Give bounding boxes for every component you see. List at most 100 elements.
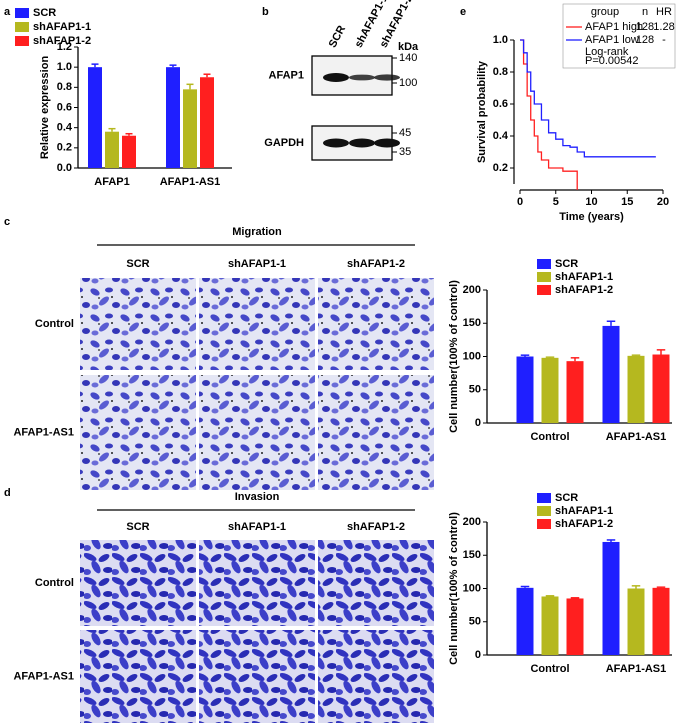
bar	[541, 357, 559, 423]
y-tick-label: 150	[463, 317, 481, 329]
legend-label: shAFAP1-1	[33, 21, 91, 33]
bar	[566, 598, 584, 655]
band	[374, 138, 400, 148]
bar	[105, 131, 119, 168]
section-title: Invasion	[235, 491, 280, 503]
band	[374, 74, 400, 81]
y-tick-label: 1.2	[57, 41, 72, 53]
y-tick-label: 0.6	[493, 98, 508, 110]
x-tick-label: 20	[657, 196, 669, 208]
plot-area	[520, 39, 656, 190]
legend-label: SCR	[33, 7, 56, 19]
panel-label: d	[4, 487, 11, 499]
bar	[166, 67, 180, 168]
micrograph	[80, 540, 196, 626]
x-tick-label: 10	[585, 196, 597, 208]
bar	[541, 596, 559, 655]
y-tick-label: 0.4	[493, 130, 509, 142]
micrograph	[80, 630, 196, 723]
legend-header: group	[591, 6, 619, 18]
column-label: shAFAP1-1	[228, 258, 286, 270]
legend-label: SCR	[555, 258, 578, 270]
protein-label: GAPDH	[264, 137, 304, 149]
bar	[200, 77, 214, 168]
y-tick-label: 200	[463, 284, 481, 296]
legend-swatch	[15, 36, 29, 46]
x-tick-label: AFAP1-AS1	[606, 663, 667, 675]
micrograph	[80, 278, 196, 370]
row-label: Control	[35, 577, 74, 589]
panel-label: a	[4, 6, 11, 18]
y-tick-label: 0.2	[493, 162, 508, 174]
bar	[566, 361, 584, 423]
y-tick-label: 0.8	[493, 66, 508, 78]
column-label: shAFAP1-2	[347, 258, 405, 270]
annotation: Log-rank	[585, 46, 629, 58]
bar	[652, 354, 670, 423]
x-tick-label: Control	[530, 663, 569, 675]
legend-label: shAFAP1-2	[555, 518, 613, 530]
legend-hr: 1.28	[653, 21, 674, 33]
micrograph	[80, 375, 196, 490]
legend-header: n	[642, 6, 648, 18]
y-axis-label: Cell number(100% of control)	[448, 512, 460, 665]
row-label: AFAP1-AS1	[13, 426, 74, 438]
unit-label: kDa	[398, 41, 419, 53]
band	[349, 138, 375, 148]
bar	[602, 541, 620, 655]
column-label: shAFAP1-1	[228, 521, 286, 533]
legend-header: HR	[656, 6, 672, 18]
y-axis-label: Relative expression	[39, 56, 51, 160]
micrograph	[318, 540, 434, 626]
legend-n: 128	[636, 34, 654, 46]
column-label: SCR	[126, 258, 149, 270]
x-tick-label: 5	[553, 196, 559, 208]
micrograph	[318, 630, 434, 723]
y-tick-label: 200	[463, 516, 481, 528]
y-axis-label: Cell number(100% of control)	[448, 280, 460, 433]
bar	[602, 325, 620, 423]
x-tick-label: 15	[621, 196, 633, 208]
marker-label: 45	[399, 127, 411, 139]
legend-swatch	[537, 272, 551, 282]
legend-swatch	[15, 22, 29, 32]
band	[323, 73, 349, 82]
legend-box	[562, 3, 676, 69]
row-label: Control	[35, 318, 74, 330]
bar	[516, 356, 534, 423]
x-tick-label: Control	[530, 431, 569, 443]
band	[349, 74, 375, 81]
marker-label: 140	[399, 52, 417, 64]
panel-label: b	[262, 6, 269, 18]
micrograph	[199, 278, 315, 370]
x-tick-label: 0	[517, 196, 523, 208]
y-tick-label: 0.0	[57, 162, 72, 174]
column-label: shAFAP1-2	[347, 521, 405, 533]
y-tick-label: 100	[463, 582, 481, 594]
band	[323, 138, 349, 148]
x-tick-label: AFAP1-AS1	[606, 431, 667, 443]
survival-curve	[520, 39, 656, 158]
row-label: AFAP1-AS1	[13, 670, 74, 682]
y-tick-label: 1.0	[493, 34, 508, 46]
annotation: P=0.00542	[585, 55, 639, 67]
y-tick-label: 0.6	[57, 101, 72, 113]
protein-label: AFAP1	[269, 69, 304, 81]
bar	[183, 89, 197, 168]
micrograph	[318, 278, 434, 370]
y-tick-label: 0.4	[57, 122, 73, 134]
bar	[122, 135, 136, 168]
legend-swatch	[537, 506, 551, 516]
micrograph	[199, 630, 315, 723]
legend-swatch	[537, 493, 551, 503]
panel-label: c	[4, 216, 10, 228]
legend-label: SCR	[555, 492, 578, 504]
section-title: Migration	[232, 226, 282, 238]
x-axis-label: Time (years)	[559, 211, 624, 223]
legend-hr: -	[662, 34, 666, 46]
y-tick-label: 0.8	[57, 81, 72, 93]
y-tick-label: 0.2	[57, 142, 72, 154]
bar	[627, 355, 645, 423]
